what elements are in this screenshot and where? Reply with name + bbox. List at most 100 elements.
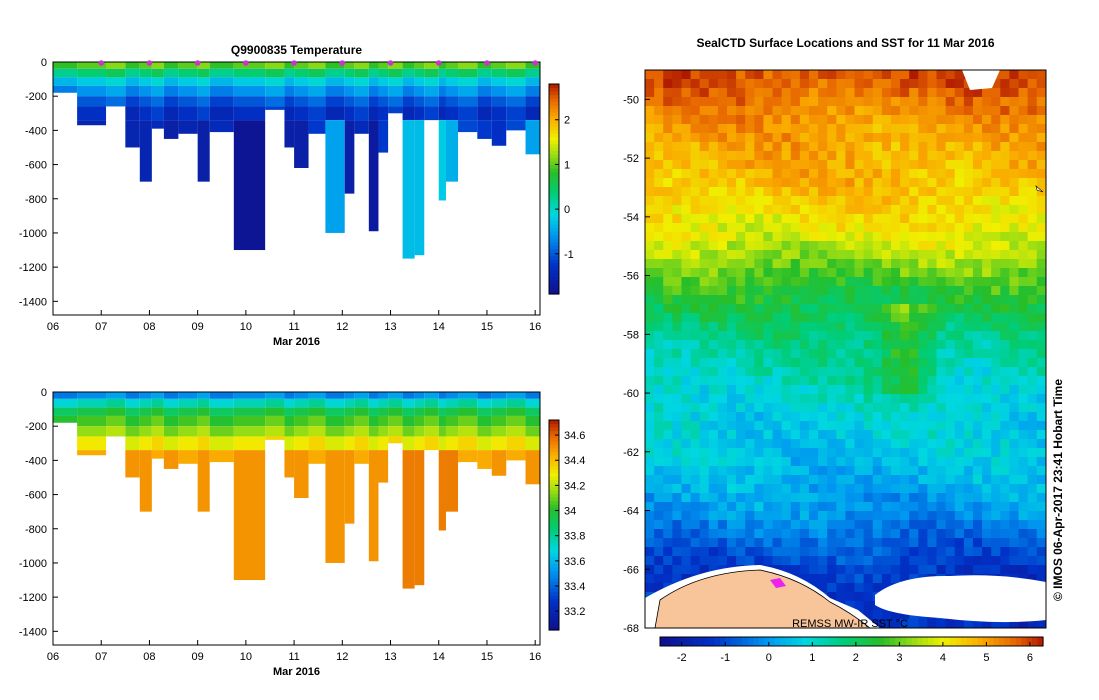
sst-cell xyxy=(1036,430,1047,440)
colorbar-band xyxy=(911,637,918,646)
sst-cell xyxy=(1027,250,1038,260)
colorbar-frame xyxy=(548,83,560,295)
salinity-cell xyxy=(265,426,285,437)
sst-cell xyxy=(681,286,691,296)
sst-cell xyxy=(772,556,783,566)
sst-cell xyxy=(818,277,828,287)
sst-cell xyxy=(845,565,855,575)
sst-cell xyxy=(1027,574,1038,584)
x-tick-label: 15 xyxy=(481,321,493,333)
sst-cell xyxy=(1027,88,1038,98)
sst-cell xyxy=(927,547,937,557)
sst-cell xyxy=(717,394,728,404)
temperature-cell xyxy=(284,85,295,97)
sst-cell xyxy=(681,538,691,548)
sst-cell xyxy=(991,178,1001,188)
sst-cell xyxy=(836,268,846,278)
sst-cell xyxy=(945,466,956,476)
sst-cell xyxy=(863,358,874,368)
sst-cell xyxy=(1036,565,1047,575)
sst-cell xyxy=(681,529,691,539)
sst-cell xyxy=(726,547,737,557)
sst-cell xyxy=(872,349,883,359)
sst-cell xyxy=(681,349,691,359)
sst-cell xyxy=(790,124,801,134)
sst-cell xyxy=(991,295,1001,305)
sst-cell xyxy=(827,430,837,440)
sst-cell xyxy=(954,457,965,467)
salinity-cell xyxy=(344,450,355,524)
sst-cell xyxy=(717,475,728,485)
sst-cell xyxy=(863,385,874,395)
sea-ice-north xyxy=(962,70,1000,90)
colorbar-band xyxy=(549,539,559,544)
sst-cell xyxy=(672,70,682,80)
sst-cell xyxy=(936,331,947,341)
sst-cell xyxy=(745,331,755,341)
sst-cell xyxy=(781,556,792,566)
sst-cell xyxy=(726,133,737,143)
sst-cell xyxy=(699,367,710,377)
sst-cell xyxy=(790,538,801,548)
sst-cell xyxy=(872,241,883,251)
temperature-cell xyxy=(525,85,540,97)
sst-cell xyxy=(991,160,1001,170)
sst-cell xyxy=(818,547,828,557)
salinity-cell xyxy=(163,407,179,416)
sst-cell xyxy=(717,331,728,341)
temperature-cell xyxy=(125,120,140,148)
sst-cell xyxy=(681,430,691,440)
sst-cell xyxy=(954,619,965,629)
sst-cell xyxy=(909,124,919,134)
sst-cell xyxy=(900,142,910,152)
sst-cell xyxy=(881,475,892,485)
sst-cell xyxy=(672,286,682,296)
colorbar-band xyxy=(549,588,559,593)
sst-cell xyxy=(963,349,974,359)
sst-cell xyxy=(1000,214,1010,224)
sst-cell xyxy=(1036,376,1047,386)
sst-cell xyxy=(1027,214,1038,224)
sst-cell xyxy=(690,565,701,575)
sst-cell xyxy=(717,439,728,449)
salinity-cell xyxy=(506,407,526,416)
sst-cell xyxy=(736,439,746,449)
sst-cell xyxy=(845,502,855,512)
sst-cell xyxy=(717,160,728,170)
sst-cell xyxy=(972,178,983,188)
sst-cell xyxy=(900,97,910,107)
sst-cell xyxy=(881,340,892,350)
sst-cell xyxy=(982,304,992,314)
temperature-cell xyxy=(163,106,179,121)
sst-cell xyxy=(772,439,783,449)
sst-cell xyxy=(726,169,737,179)
sst-cell xyxy=(745,340,755,350)
sst-cell xyxy=(708,88,719,98)
sst-cell xyxy=(818,286,828,296)
sst-cell xyxy=(763,511,773,521)
sst-cell xyxy=(945,304,956,314)
sst-cell xyxy=(1036,232,1047,242)
sst-cell xyxy=(1000,439,1010,449)
sst-cell xyxy=(863,304,874,314)
salinity-cell xyxy=(284,450,295,478)
temperature-cell xyxy=(506,62,526,69)
sst-cell xyxy=(1000,106,1010,116)
colorbar-band xyxy=(549,178,559,183)
sst-cell xyxy=(827,313,837,323)
sst-cell xyxy=(836,232,846,242)
sst-cell xyxy=(763,169,773,179)
sst-cell xyxy=(863,160,874,170)
sst-cell xyxy=(672,214,682,224)
sst-cell xyxy=(945,448,956,458)
sst-cell xyxy=(936,97,947,107)
sst-cell xyxy=(645,403,655,413)
sst-cell xyxy=(772,133,783,143)
temperature-cell xyxy=(325,96,345,107)
sst-cell xyxy=(1018,295,1029,305)
sst-cell xyxy=(982,511,992,521)
sst-cell xyxy=(890,214,901,224)
sst-cell xyxy=(708,412,719,422)
sst-cell xyxy=(726,286,737,296)
sst-cell xyxy=(963,151,974,161)
